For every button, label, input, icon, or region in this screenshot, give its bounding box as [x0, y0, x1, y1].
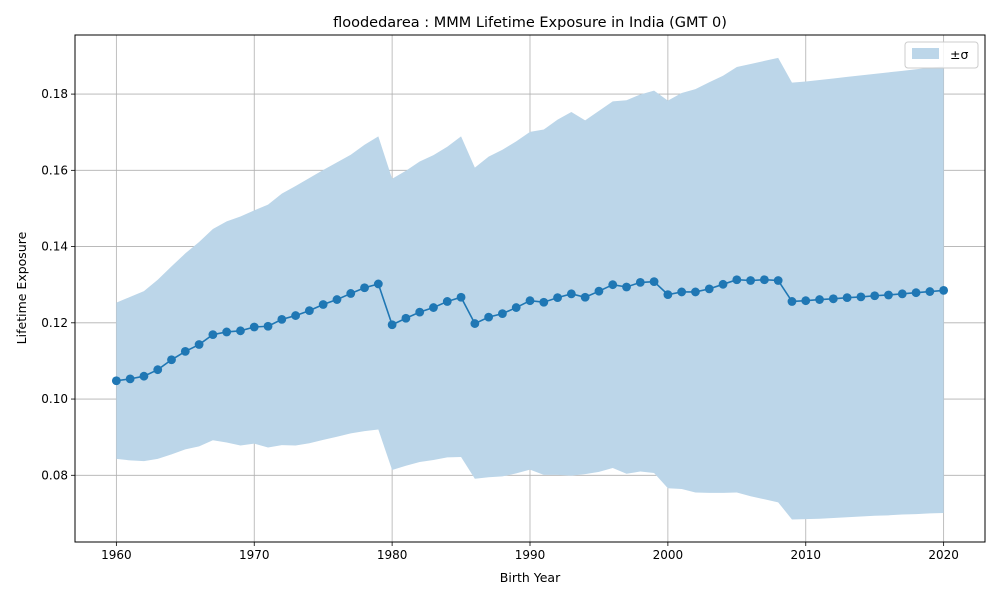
std-band: [116, 57, 944, 520]
data-point: [539, 297, 549, 307]
data-point: [346, 289, 356, 298]
data-point: [608, 280, 618, 290]
data-point: [236, 326, 245, 336]
data-point: [415, 307, 425, 317]
data-point: [815, 295, 824, 304]
data-point: [332, 295, 342, 304]
data-point: [249, 322, 259, 332]
x-tick-label: 1990: [515, 548, 546, 562]
data-point: [773, 276, 783, 285]
data-point: [167, 355, 176, 365]
data-point: [277, 314, 287, 324]
data-point: [870, 291, 880, 301]
data-point: [759, 275, 769, 285]
data-point: [484, 312, 494, 322]
data-point: [635, 278, 645, 287]
data-point: [291, 311, 301, 320]
data-point: [401, 313, 411, 323]
data-point: [939, 286, 949, 295]
data-point: [732, 275, 742, 285]
y-tick-label: 0.08: [41, 468, 68, 482]
y-tick-label: 0.16: [41, 163, 68, 177]
data-point: [111, 376, 121, 386]
data-point: [801, 296, 811, 306]
data-point: [222, 327, 232, 337]
data-point: [208, 330, 218, 340]
band-layer: [116, 57, 944, 520]
data-point: [622, 282, 631, 292]
legend-swatch: [912, 48, 939, 59]
data-point: [153, 365, 163, 375]
data-point: [387, 320, 397, 330]
data-point: [663, 290, 673, 299]
x-tick-label: 1960: [101, 548, 132, 562]
data-point: [828, 294, 838, 304]
data-point: [884, 290, 893, 300]
data-point: [125, 374, 135, 384]
data-point: [180, 346, 190, 356]
y-tick-label: 0.14: [41, 240, 68, 254]
x-tick-label: 1970: [239, 548, 270, 562]
data-point: [677, 287, 687, 297]
data-point: [746, 276, 756, 285]
x-ticks: 1960 1970 1980 1990 2000 2010 2020: [101, 542, 959, 562]
data-point: [718, 279, 728, 289]
data-point: [498, 309, 507, 319]
y-ticks: 0.08 0.10 0.12 0.14 0.16 0.18: [41, 87, 75, 482]
data-point: [911, 288, 921, 298]
data-point: [318, 300, 328, 309]
x-tick-label: 1980: [377, 548, 408, 562]
data-point: [649, 277, 659, 287]
data-point: [456, 292, 466, 302]
data-point: [304, 306, 314, 316]
data-point: [429, 303, 438, 312]
x-axis-label: Birth Year: [500, 570, 561, 585]
y-axis-label: Lifetime Exposure: [14, 231, 29, 344]
legend: ±σ: [904, 41, 979, 69]
data-point: [566, 289, 576, 299]
y-tick-label: 0.10: [41, 392, 68, 406]
data-point: [691, 287, 700, 297]
data-point: [525, 296, 535, 306]
y-tick-label: 0.18: [41, 87, 68, 101]
data-point: [373, 279, 383, 289]
data-point: [704, 284, 714, 294]
data-point: [194, 340, 204, 349]
data-point: [842, 293, 852, 303]
data-point: [470, 319, 480, 328]
chart-title: floodedarea : MMM Lifetime Exposure in I…: [333, 15, 727, 31]
data-point: [263, 321, 273, 331]
data-point: [594, 286, 604, 296]
data-point: [360, 283, 369, 293]
data-point: [553, 293, 562, 303]
x-tick-label: 2020: [928, 548, 959, 562]
points-layer: [111, 275, 949, 386]
data-point: [511, 303, 521, 312]
y-tick-label: 0.12: [41, 316, 68, 330]
data-point: [787, 297, 797, 306]
data-point: [856, 292, 866, 302]
data-point: [139, 371, 149, 381]
x-tick-label: 2000: [653, 548, 684, 562]
data-point: [442, 297, 452, 306]
x-tick-label: 2010: [790, 548, 821, 562]
legend-label: ±σ: [950, 47, 968, 62]
data-point: [925, 287, 935, 296]
data-point: [897, 289, 907, 299]
data-point: [580, 292, 590, 302]
